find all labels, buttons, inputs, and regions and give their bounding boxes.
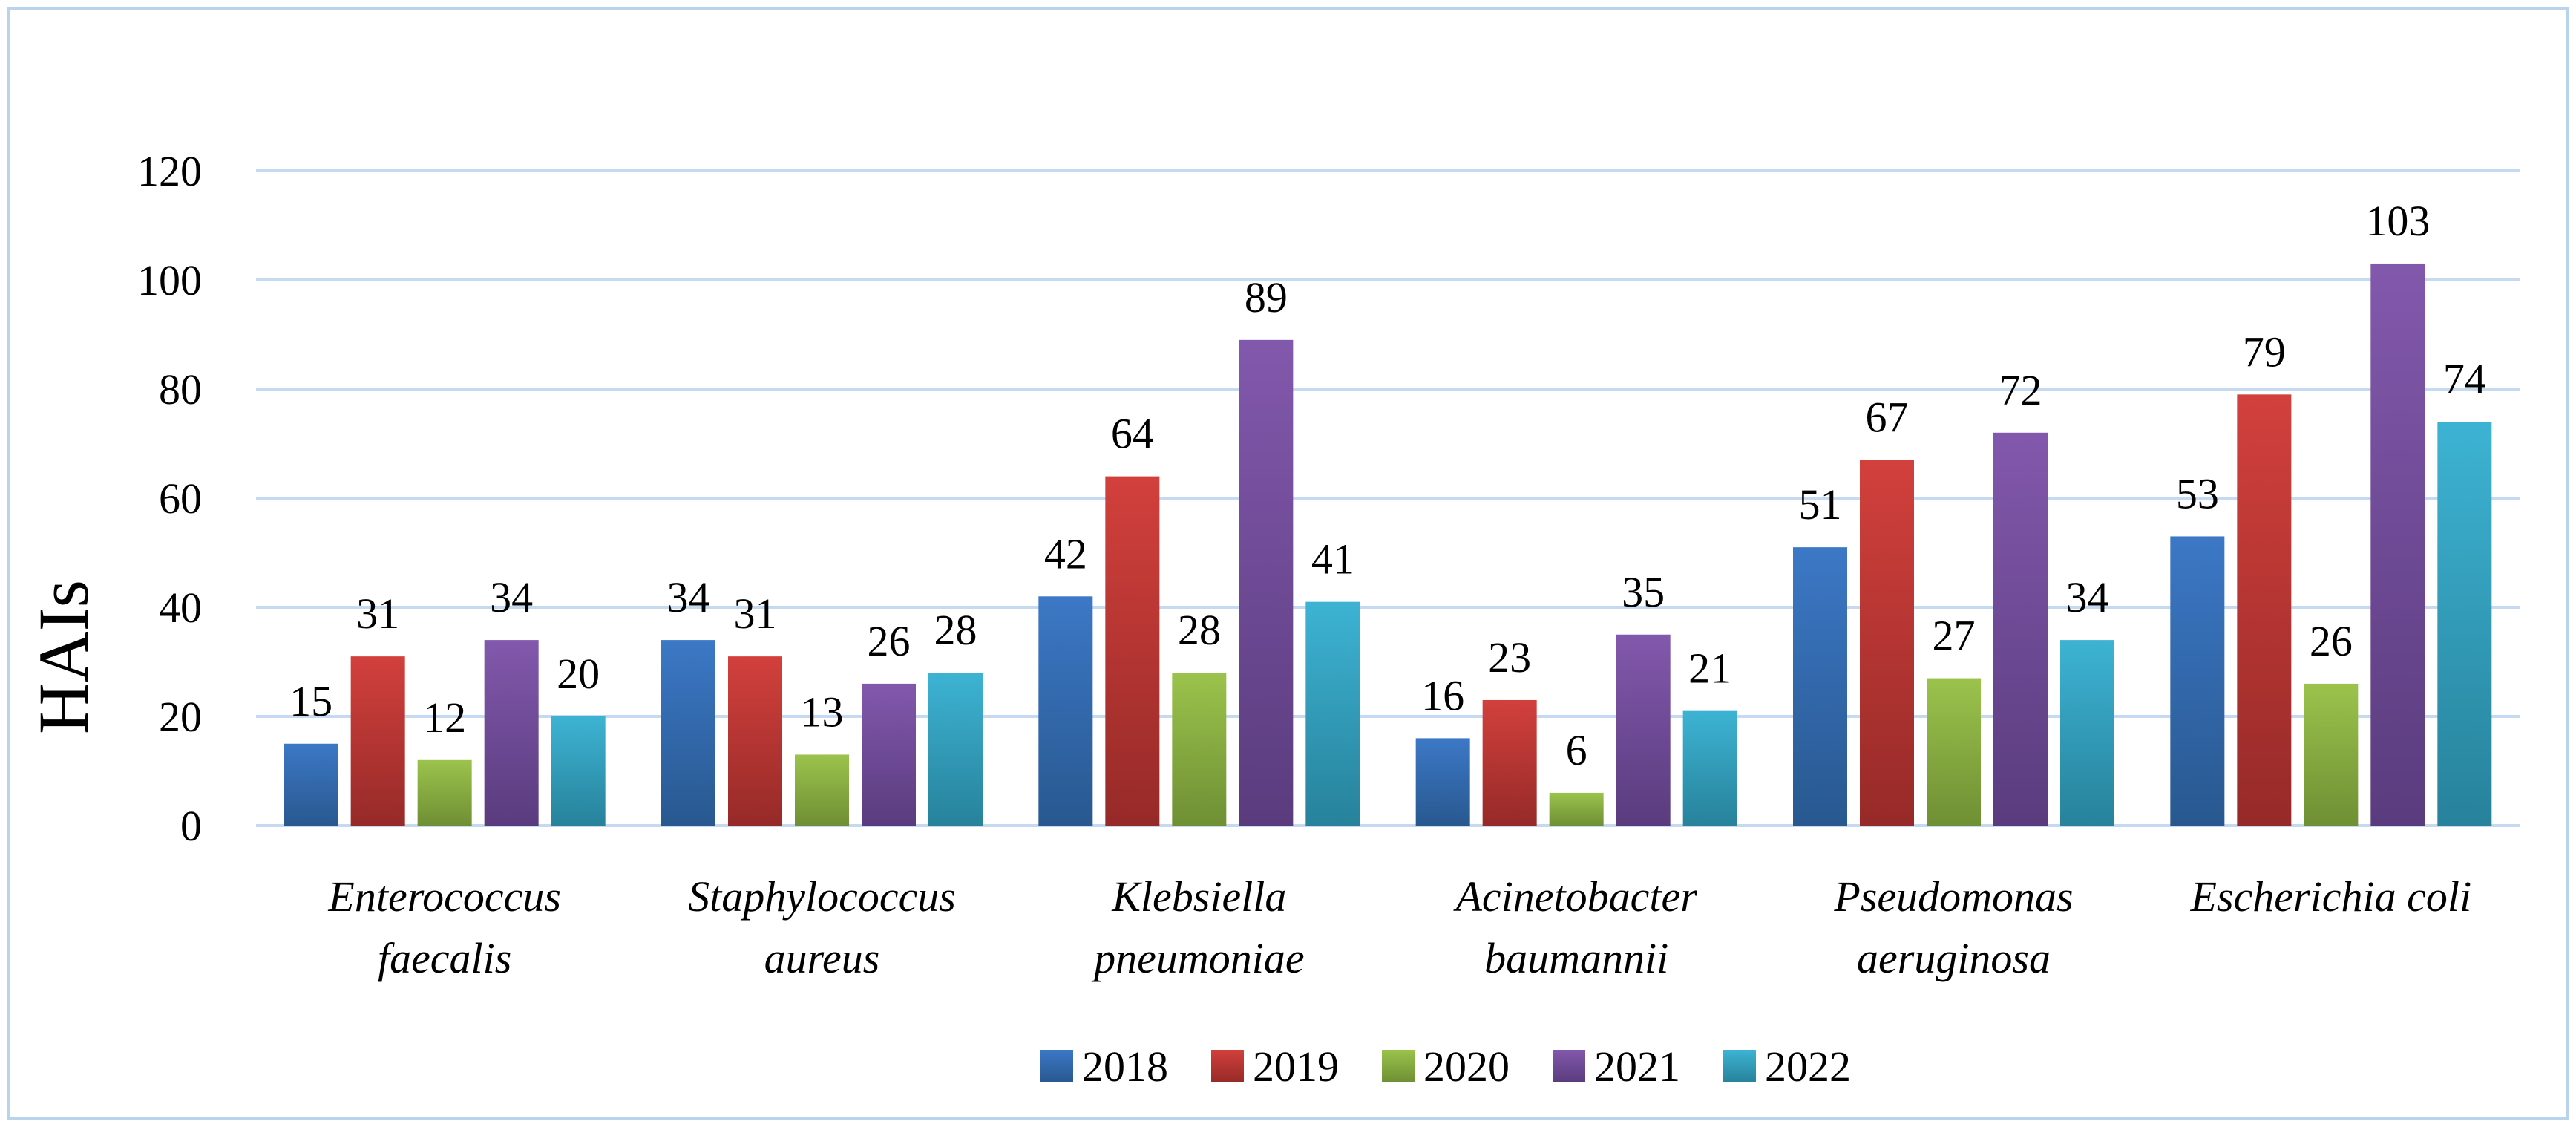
- data-label-2021: 34: [490, 573, 533, 621]
- x-tick-label: Acinetobacter: [1453, 872, 1698, 921]
- data-label-2018: 42: [1044, 529, 1087, 578]
- bar-2019: [1105, 476, 1160, 826]
- bar-2021: [1616, 634, 1671, 826]
- y-tick-label: 0: [180, 802, 202, 850]
- bar-2019: [2237, 394, 2292, 826]
- x-tick-label: Staphylococcus: [688, 872, 956, 921]
- bar-2020: [795, 754, 849, 826]
- data-label-2018: 34: [667, 573, 710, 621]
- data-label-2018: 53: [2176, 469, 2219, 517]
- legend-label-2019: 2019: [1253, 1042, 1339, 1091]
- bar-2019: [350, 656, 405, 826]
- legend-label-2018: 2018: [1082, 1042, 1168, 1091]
- bar-2021: [1993, 432, 2048, 826]
- bar-2018: [1793, 547, 1847, 826]
- data-label-2022: 74: [2443, 355, 2486, 403]
- y-tick-label: 80: [159, 365, 202, 414]
- bar-2022: [551, 716, 606, 826]
- data-label-2020: 26: [2310, 617, 2353, 665]
- grid-layer: [256, 169, 2520, 827]
- legend-swatch-2021: [1553, 1050, 1585, 1082]
- bar-2020: [417, 760, 472, 826]
- bar-2019: [728, 656, 782, 826]
- x-tick-label: pneumoniae: [1091, 934, 1305, 982]
- data-label-2020: 12: [423, 693, 466, 742]
- data-label-2021: 26: [868, 617, 911, 665]
- bar-2020: [2304, 683, 2359, 826]
- bar-2018: [284, 743, 338, 826]
- y-tick-label: 40: [159, 584, 202, 632]
- data-label-2019: 31: [356, 589, 399, 638]
- bar-2021: [2370, 263, 2425, 826]
- data-label-2019: 79: [2243, 327, 2286, 376]
- data-label-2021: 35: [1622, 568, 1665, 616]
- data-label-2022: 20: [557, 650, 600, 698]
- data-label-2022: 41: [1311, 535, 1354, 584]
- data-label-2018: 51: [1799, 480, 1842, 529]
- data-label-2020: 27: [1933, 612, 1976, 660]
- y-axis-title: HAIs: [24, 580, 103, 734]
- y-tick-label: 100: [137, 256, 202, 304]
- bar-2022: [1682, 710, 1737, 826]
- legend-swatch-2020: [1382, 1050, 1415, 1082]
- y-tick-label: 60: [159, 474, 202, 523]
- label-layer: 15 31 12 34 20 34 31 13 26 28 42 64 28 89 41 16 23 6 35 21 5…: [289, 197, 2486, 774]
- bar-2018: [2170, 536, 2225, 826]
- bar-2019: [1482, 699, 1537, 826]
- y-tick-label: 20: [159, 693, 202, 741]
- data-label-2018: 16: [1421, 671, 1464, 719]
- bar-layer: [284, 263, 2492, 826]
- bar-2021: [1239, 339, 1294, 826]
- bar-2022: [1305, 601, 1360, 826]
- data-label-2020: 13: [801, 687, 844, 736]
- data-label-2019: 31: [734, 589, 777, 638]
- legend-swatch-2018: [1040, 1050, 1073, 1082]
- x-tick-label: Pseudomonas: [1833, 872, 2073, 921]
- y-tick-label: 120: [137, 147, 202, 195]
- legend-label-2022: 2022: [1765, 1042, 1851, 1091]
- legend-label-2021: 2021: [1594, 1042, 1680, 1091]
- axis-layer: 0 20 40 60 80 100 120 Enterococcus faecalis Staph…: [137, 147, 2471, 982]
- bar-2020: [1172, 673, 1227, 826]
- data-label-2021: 89: [1245, 273, 1288, 321]
- bar-2022: [2437, 422, 2492, 826]
- x-tick-label: Enterococcus: [327, 872, 561, 921]
- x-tick-label: aureus: [764, 934, 880, 982]
- data-label-2019: 64: [1111, 410, 1154, 458]
- data-label-2022: 21: [1688, 644, 1731, 693]
- bar-2018: [661, 640, 715, 826]
- x-tick-label: Escherichia coli: [2190, 872, 2472, 921]
- bar-2022: [928, 673, 983, 826]
- data-label-2019: 67: [1866, 393, 1909, 442]
- data-label-2022: 28: [934, 606, 977, 654]
- bar-2018: [1038, 596, 1093, 826]
- bar-2020: [1549, 792, 1604, 826]
- bar-2021: [484, 640, 539, 826]
- x-tick-label: baumannii: [1484, 934, 1668, 982]
- data-label-2020: 6: [1566, 726, 1587, 774]
- bar-2021: [862, 683, 916, 826]
- data-label-2020: 28: [1178, 606, 1221, 654]
- bar-2019: [1860, 460, 1914, 826]
- x-tick-label: Klebsiella: [1111, 872, 1286, 921]
- data-label-2019: 23: [1488, 633, 1531, 682]
- bar-2020: [1927, 678, 1981, 826]
- data-label-2021: 72: [1999, 366, 2042, 414]
- legend-swatch-2022: [1723, 1050, 1756, 1082]
- legend-label-2020: 2020: [1423, 1042, 1510, 1091]
- data-label-2018: 15: [289, 677, 332, 725]
- bar-2018: [1415, 738, 1470, 826]
- x-tick-label: faecalis: [378, 934, 511, 982]
- data-label-2021: 103: [2365, 197, 2430, 245]
- legend: 2018 2019 2020 2021 2022: [1040, 1042, 1851, 1091]
- bar-2022: [2060, 640, 2114, 826]
- legend-swatch-2019: [1211, 1050, 1244, 1082]
- x-tick-label: aeruginosa: [1857, 934, 2051, 982]
- data-label-2022: 34: [2066, 573, 2109, 621]
